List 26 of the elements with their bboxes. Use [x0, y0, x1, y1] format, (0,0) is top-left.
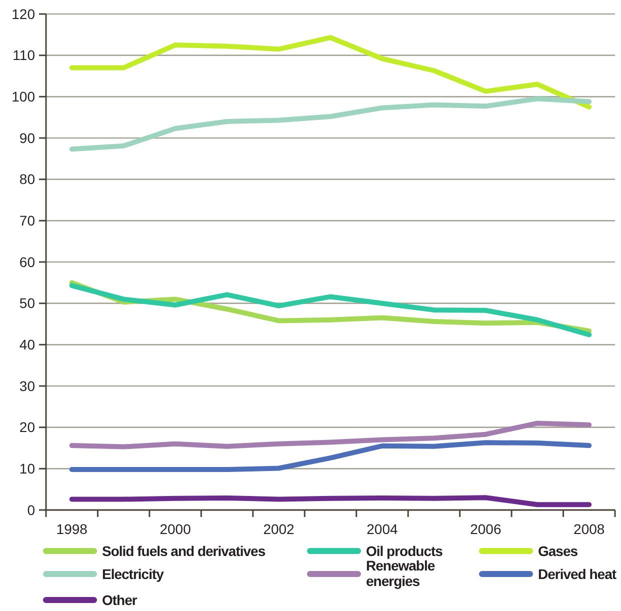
y-tick-label: 80: [19, 171, 36, 188]
x-tick-label: 2000: [160, 521, 192, 537]
y-tick-label: 90: [19, 130, 36, 146]
x-tick-label: 2008: [574, 521, 605, 537]
y-tick-label: 100: [12, 88, 36, 105]
x-tick-label: 2002: [263, 521, 295, 537]
x-tick-label: 1998: [56, 521, 88, 537]
x-tick-label: 2006: [470, 521, 502, 537]
legend-label: Renewable energies: [366, 558, 436, 589]
y-tick-label: 30: [19, 378, 36, 394]
x-tick-label: 2004: [366, 521, 398, 537]
legend-label: Solid fuels and derivatives: [102, 542, 266, 559]
legend-label: Derived heat: [538, 566, 617, 582]
y-tick-label: 70: [19, 212, 36, 229]
y-tick-label: 0: [27, 502, 36, 518]
y-tick-label: 10: [19, 460, 36, 477]
y-tick-label: 120: [12, 6, 36, 22]
legend-label: Electricity: [102, 566, 164, 582]
y-tick-label: 20: [19, 419, 36, 436]
y-tick-label: 50: [19, 295, 36, 312]
y-tick-label: 60: [19, 254, 36, 270]
y-tick-label: 40: [19, 336, 36, 353]
legend-label: Oil products: [366, 542, 444, 559]
y-tick-label: 110: [12, 47, 36, 64]
legend-label: Other: [102, 592, 138, 608]
legend-label: Gases: [538, 542, 578, 559]
